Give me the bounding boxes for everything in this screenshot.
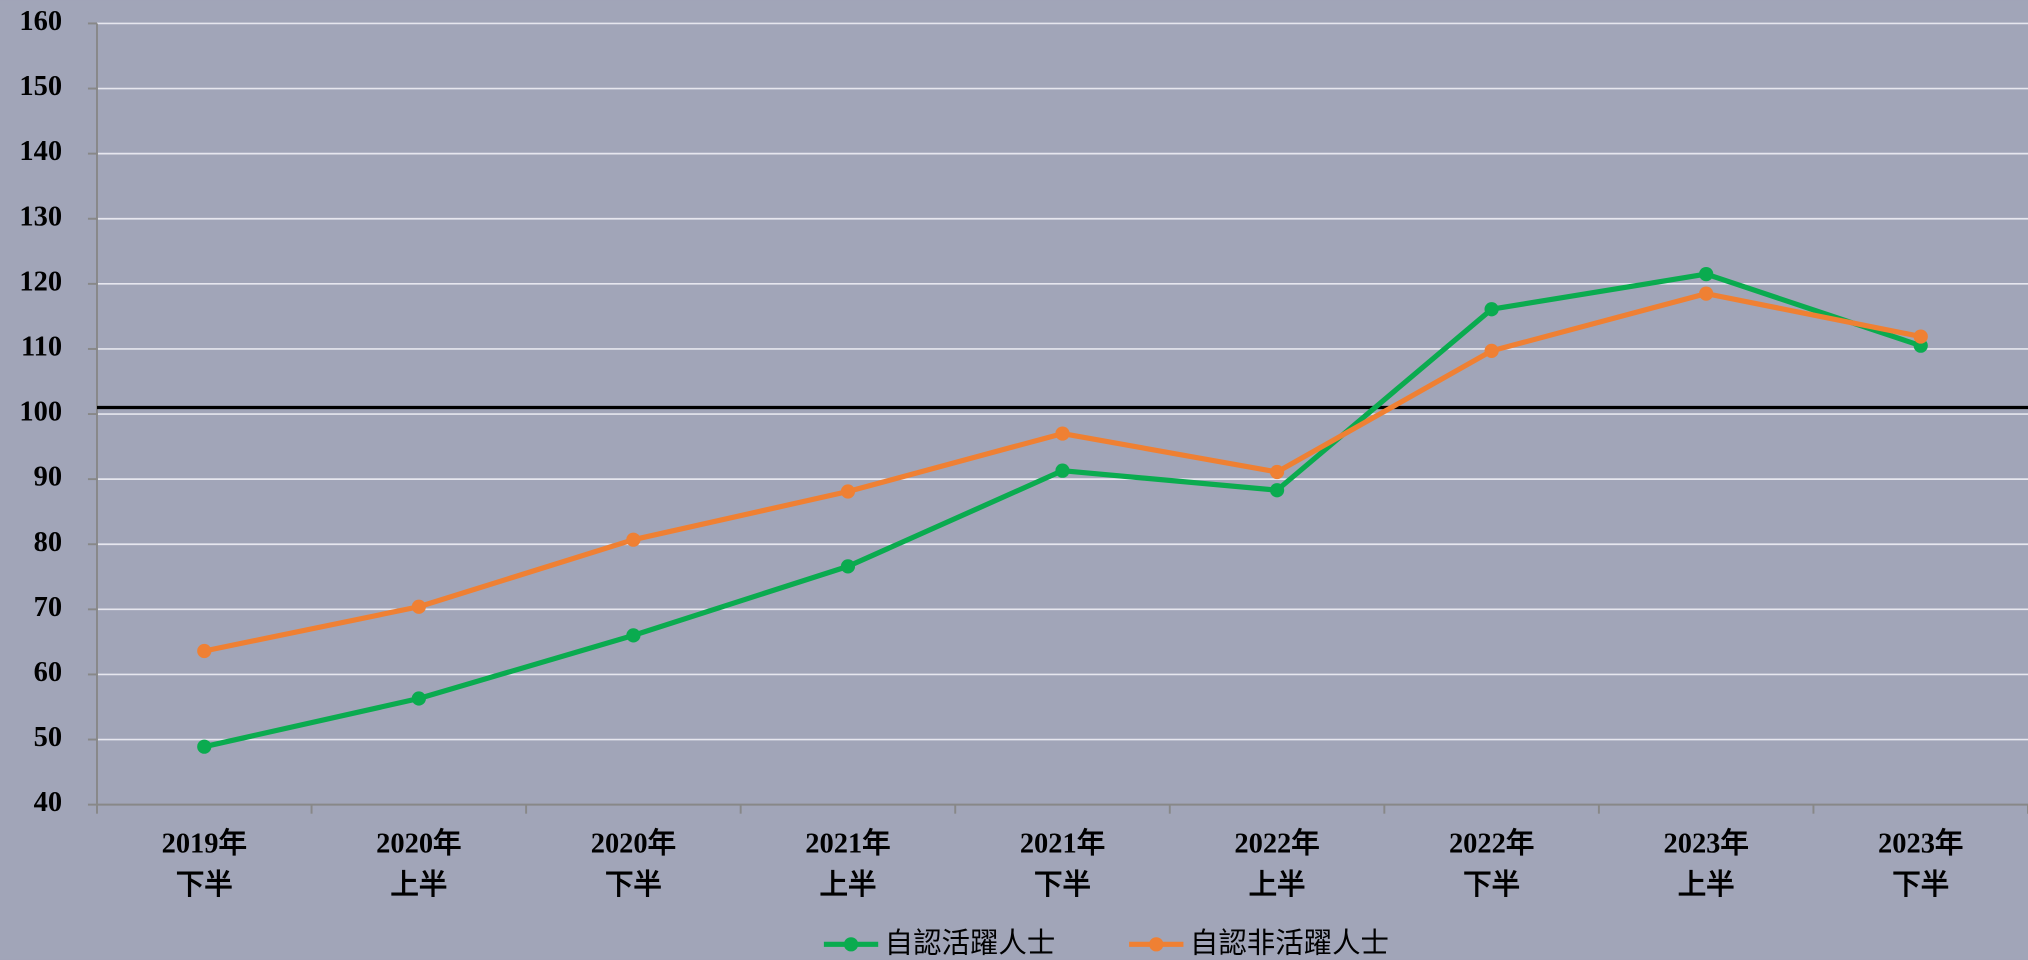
- x-tick-label: 2023年: [1664, 827, 1749, 860]
- data-point: [197, 739, 212, 754]
- data-point: [1055, 426, 1070, 441]
- x-tick-label: 2020年: [376, 827, 461, 860]
- data-point: [840, 559, 856, 574]
- data-point: [1269, 483, 1285, 498]
- x-tick-label: 上半: [390, 869, 447, 901]
- y-tick-label: 160: [19, 6, 62, 37]
- data-point: [840, 484, 856, 499]
- y-tick-label: 90: [34, 462, 62, 493]
- data-point: [1269, 464, 1285, 480]
- y-tick-label: 140: [19, 136, 62, 167]
- legend-label: 自認非活躍人士: [1190, 926, 1389, 959]
- x-tick-label: 2020年: [591, 827, 676, 860]
- x-tick-label: 下半: [605, 869, 662, 901]
- x-tick-label: 下半: [176, 869, 233, 901]
- data-point: [411, 599, 426, 614]
- legend-marker: [1149, 937, 1164, 952]
- x-tick-label: 下半: [1034, 869, 1091, 901]
- x-tick-label: 2022年: [1234, 827, 1319, 860]
- y-tick-label: 80: [34, 527, 62, 558]
- y-tick-label: 130: [19, 201, 62, 232]
- data-point: [197, 643, 212, 659]
- data-point: [1699, 266, 1714, 282]
- data-point: [626, 532, 641, 547]
- y-tick-label: 70: [34, 592, 62, 623]
- legend-marker: [843, 937, 859, 952]
- x-tick-label: 上半: [1249, 869, 1306, 901]
- data-point: [1484, 302, 1499, 317]
- y-tick-label: 110: [21, 331, 62, 362]
- x-tick-label: 2021年: [1020, 827, 1105, 860]
- x-tick-label: 2019年: [162, 827, 247, 860]
- data-point: [1055, 463, 1070, 478]
- x-tick-label: 下半: [1892, 869, 1949, 901]
- x-tick-label: 2021年: [805, 827, 890, 860]
- y-tick-label: 120: [19, 266, 62, 297]
- data-point: [1699, 286, 1714, 301]
- y-tick-label: 60: [34, 657, 62, 688]
- data-point: [1484, 343, 1499, 359]
- x-tick-label: 2023年: [1878, 827, 1963, 860]
- y-tick-label: 40: [34, 787, 62, 818]
- x-tick-label: 上半: [820, 869, 877, 901]
- y-tick-label: 50: [34, 722, 62, 753]
- x-tick-label: 2022年: [1449, 827, 1534, 860]
- x-tick-label: 上半: [1678, 869, 1735, 901]
- data-point: [411, 691, 426, 706]
- y-tick-label: 150: [19, 71, 62, 102]
- data-point: [626, 628, 641, 643]
- y-tick-label: 100: [19, 397, 62, 428]
- legend-label: 自認活躍人士: [885, 926, 1056, 959]
- x-tick-label: 下半: [1463, 869, 1520, 901]
- data-point: [1913, 329, 1928, 344]
